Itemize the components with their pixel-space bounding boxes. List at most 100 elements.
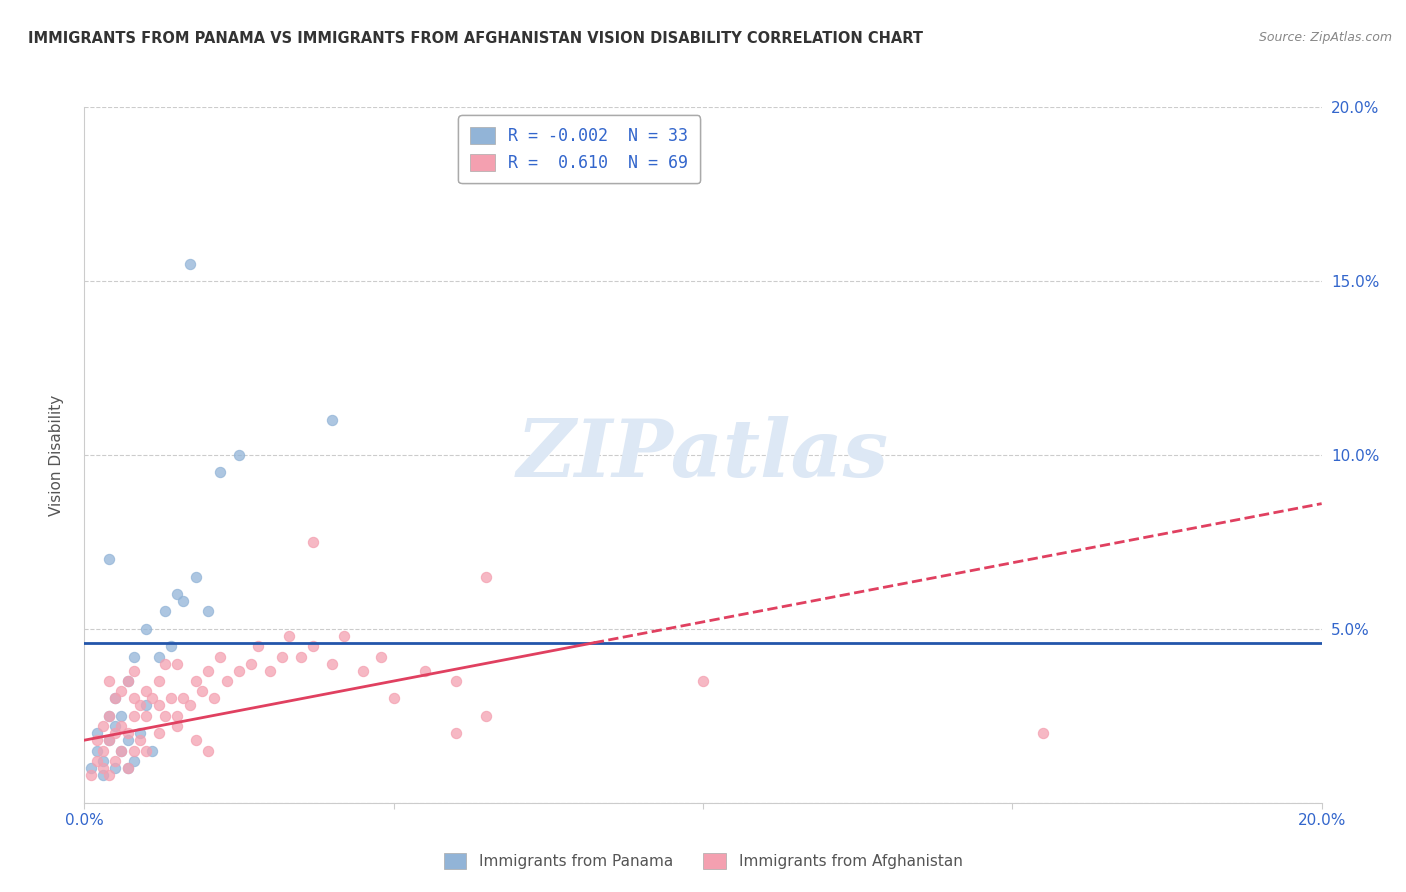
Point xyxy=(148,674,170,689)
Point xyxy=(98,552,121,566)
Point xyxy=(277,629,299,643)
Legend: R = -0.002  N = 33, R =  0.610  N = 69: R = -0.002 N = 33, R = 0.610 N = 69 xyxy=(458,115,700,184)
Point xyxy=(98,768,121,782)
Point xyxy=(98,733,121,747)
Point xyxy=(86,754,108,768)
Point xyxy=(382,691,405,706)
Point xyxy=(79,768,101,782)
Point xyxy=(321,657,343,671)
Text: ZIPatlas: ZIPatlas xyxy=(517,417,889,493)
Point xyxy=(290,649,312,664)
Point xyxy=(110,684,132,698)
Legend: Immigrants from Panama, Immigrants from Afghanistan: Immigrants from Panama, Immigrants from … xyxy=(437,847,969,875)
Point xyxy=(184,733,207,747)
Point xyxy=(104,761,127,775)
Point xyxy=(215,674,238,689)
Point xyxy=(122,664,145,678)
Point xyxy=(129,733,152,747)
Point xyxy=(122,649,145,664)
Point xyxy=(166,708,188,723)
Point xyxy=(135,684,157,698)
Point xyxy=(98,708,121,723)
Point xyxy=(179,256,201,270)
Point xyxy=(160,639,183,653)
Point xyxy=(352,664,374,678)
Point xyxy=(117,674,139,689)
Point xyxy=(110,708,132,723)
Point xyxy=(166,719,188,733)
Point xyxy=(153,657,176,671)
Point xyxy=(122,691,145,706)
Point xyxy=(228,664,250,678)
Point xyxy=(475,570,498,584)
Point xyxy=(98,708,121,723)
Point xyxy=(91,744,114,758)
Point xyxy=(444,674,467,689)
Point xyxy=(148,649,170,664)
Point xyxy=(117,674,139,689)
Point xyxy=(321,413,343,427)
Point xyxy=(104,691,127,706)
Point xyxy=(86,726,108,740)
Point xyxy=(135,744,157,758)
Point xyxy=(166,587,188,601)
Point xyxy=(104,754,127,768)
Point xyxy=(122,744,145,758)
Point xyxy=(166,657,188,671)
Point xyxy=(117,726,139,740)
Point xyxy=(86,733,108,747)
Point xyxy=(240,657,263,671)
Point xyxy=(333,629,356,643)
Point xyxy=(110,744,132,758)
Point xyxy=(413,664,436,678)
Point xyxy=(160,691,183,706)
Point xyxy=(148,726,170,740)
Point xyxy=(91,761,114,775)
Point xyxy=(444,726,467,740)
Point xyxy=(172,691,194,706)
Point xyxy=(259,664,281,678)
Point xyxy=(271,649,294,664)
Point xyxy=(141,691,163,706)
Point xyxy=(246,639,269,653)
Point xyxy=(475,708,498,723)
Point xyxy=(135,698,157,713)
Y-axis label: Vision Disability: Vision Disability xyxy=(49,394,63,516)
Point xyxy=(98,733,121,747)
Point xyxy=(1032,726,1054,740)
Point xyxy=(191,684,214,698)
Point xyxy=(104,691,127,706)
Point xyxy=(104,726,127,740)
Point xyxy=(117,733,139,747)
Point xyxy=(184,674,207,689)
Point xyxy=(79,761,101,775)
Point xyxy=(370,649,392,664)
Point xyxy=(197,744,219,758)
Point xyxy=(129,698,152,713)
Point xyxy=(110,744,132,758)
Point xyxy=(91,768,114,782)
Point xyxy=(135,622,157,636)
Point xyxy=(148,698,170,713)
Point xyxy=(98,674,121,689)
Point xyxy=(692,674,714,689)
Point xyxy=(209,649,232,664)
Text: Source: ZipAtlas.com: Source: ZipAtlas.com xyxy=(1258,31,1392,45)
Point xyxy=(117,761,139,775)
Point xyxy=(302,534,325,549)
Point xyxy=(184,570,207,584)
Point xyxy=(153,605,176,619)
Point xyxy=(302,639,325,653)
Point xyxy=(202,691,225,706)
Point xyxy=(91,754,114,768)
Point xyxy=(135,708,157,723)
Text: IMMIGRANTS FROM PANAMA VS IMMIGRANTS FROM AFGHANISTAN VISION DISABILITY CORRELAT: IMMIGRANTS FROM PANAMA VS IMMIGRANTS FRO… xyxy=(28,31,924,46)
Point xyxy=(122,754,145,768)
Point xyxy=(129,726,152,740)
Point xyxy=(153,708,176,723)
Point xyxy=(86,744,108,758)
Point xyxy=(117,761,139,775)
Point xyxy=(122,708,145,723)
Point xyxy=(104,719,127,733)
Point xyxy=(197,664,219,678)
